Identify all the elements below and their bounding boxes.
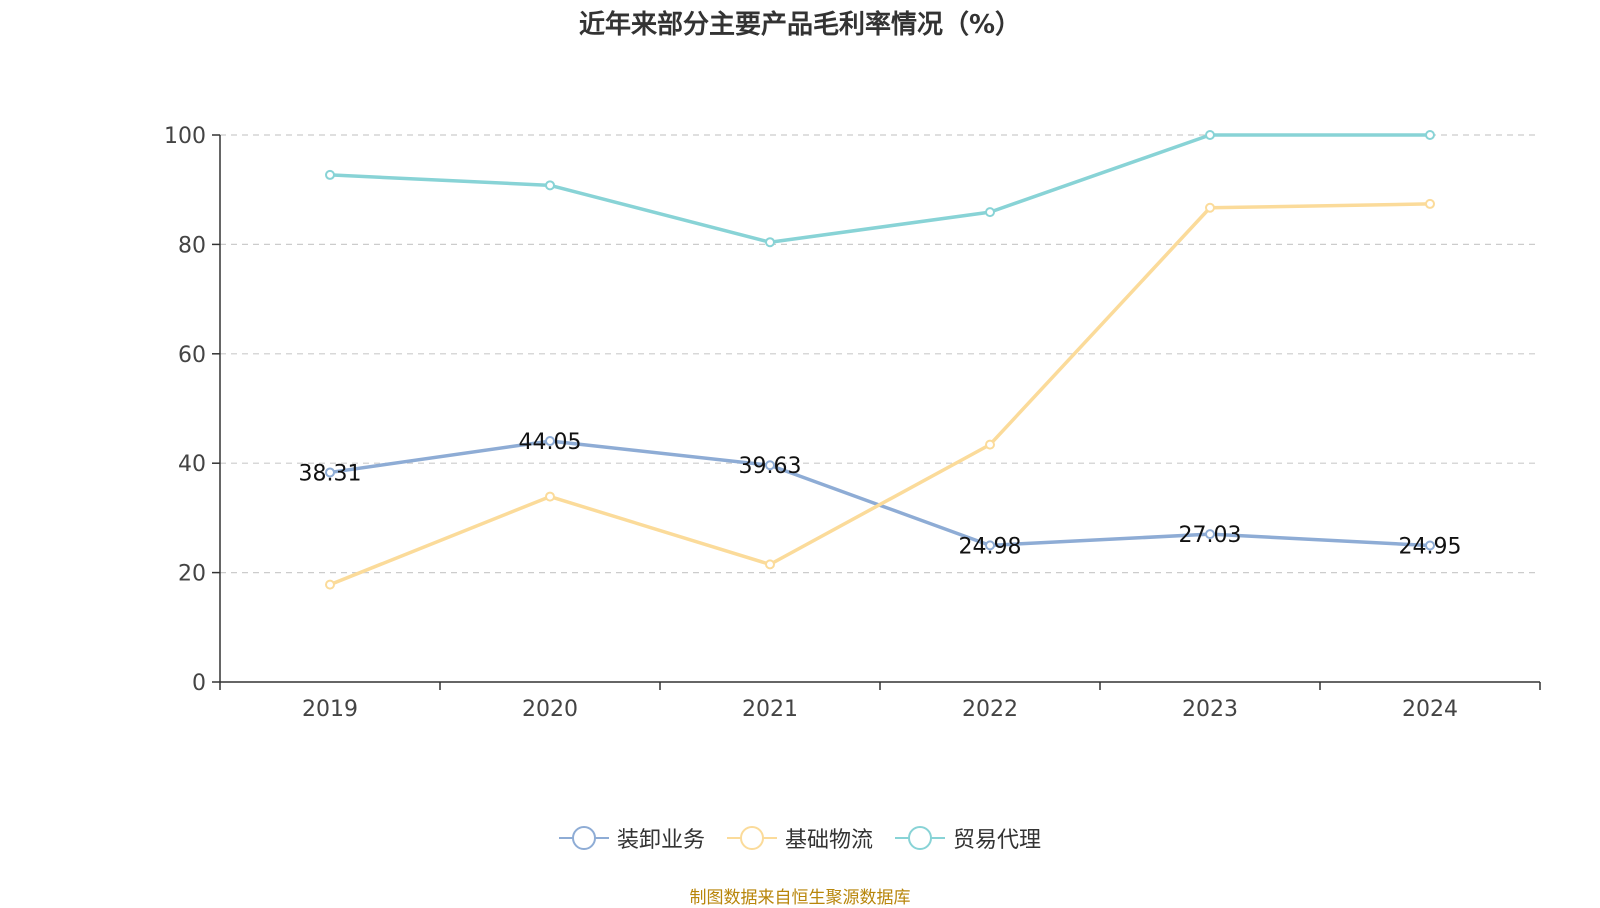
data-label: 24.95 (1399, 535, 1462, 560)
data-point (1205, 202, 1215, 213)
legend-label: 装卸业务 (616, 828, 705, 853)
legend-item-logistics[interactable]: 基础物流 (726, 822, 873, 854)
x-tick-label: 2022 (962, 697, 1018, 722)
legend-label: 贸易代理 (953, 828, 1042, 853)
legend-item-trade-agency[interactable]: 贸易代理 (895, 822, 1041, 854)
data-point (765, 559, 775, 570)
data-label: 24.98 (959, 534, 1022, 559)
legend-marker-icon (895, 826, 945, 850)
data-point (1425, 540, 1435, 551)
legend-swatch-circle (908, 826, 932, 850)
data-point (985, 439, 995, 450)
series-line-0 (329, 439, 1431, 548)
x-tick-label: 2021 (742, 697, 798, 722)
x-tick-label: 2020 (522, 697, 578, 722)
y-tick-label: 0 (192, 671, 206, 696)
x-tick-label: 2023 (1182, 697, 1238, 722)
data-point (325, 467, 335, 478)
data-point (545, 180, 555, 191)
data-point (545, 491, 555, 502)
data-label: 38.31 (299, 461, 362, 486)
legend-marker-icon (726, 826, 777, 850)
chart-title: 近年来部分主要产品毛利率情况（%） (578, 10, 1022, 40)
legend-item-loading[interactable]: 装卸业务 (558, 822, 705, 854)
data-point (985, 207, 995, 218)
data-point (1205, 130, 1215, 140)
x-tick-label: 2019 (302, 697, 358, 722)
data-label: 27.03 (1179, 523, 1242, 548)
legend: 装卸业务 基础物流 贸易代理 (0, 822, 1600, 854)
y-tick-label: 20 (178, 562, 206, 587)
y-tick-label: 60 (178, 343, 206, 368)
data-point (325, 169, 335, 180)
data-point (545, 436, 555, 447)
data-point (985, 540, 995, 551)
legend-swatch-circle (571, 826, 596, 850)
legend-swatch-circle (739, 826, 764, 850)
data-point (1205, 529, 1215, 540)
series-line-1 (329, 202, 1431, 587)
y-tick-label: 100 (164, 124, 206, 149)
legend-label: 基础物流 (784, 828, 873, 853)
y-tick-label: 80 (178, 233, 206, 258)
data-point (765, 460, 775, 471)
data-point (765, 237, 775, 248)
data-point (1425, 198, 1435, 209)
y-tick-label: 40 (178, 452, 206, 477)
source-note: 制图数据来自恒生聚源数据库 (689, 888, 911, 908)
data-label: 39.63 (739, 454, 802, 479)
data-point (1425, 130, 1435, 140)
series-line-2 (329, 133, 1430, 244)
data-label: 44.05 (519, 430, 582, 455)
legend-marker-icon (558, 826, 609, 850)
x-tick-label: 2024 (1402, 697, 1458, 722)
data-point (325, 579, 335, 590)
